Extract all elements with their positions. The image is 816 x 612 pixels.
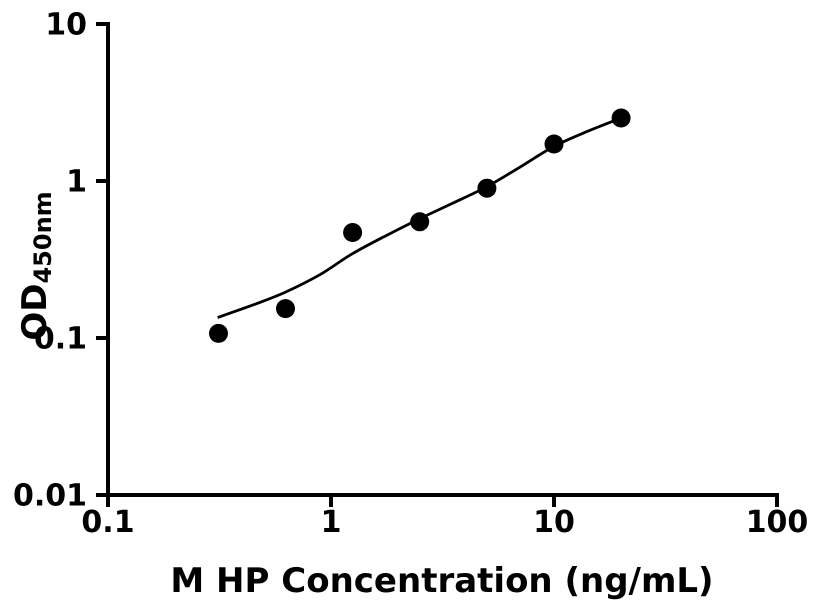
x-tick-label: 1	[321, 505, 342, 540]
y-tick-label: 0.1	[34, 322, 87, 357]
fit-curve	[217, 116, 622, 319]
y-tick-label: 1	[66, 165, 87, 200]
data-point	[209, 323, 228, 343]
x-axis-title: M HP Concentration (ng/mL)	[170, 561, 713, 601]
data-point	[276, 299, 295, 319]
y-axis-title-sub: 450nm	[29, 191, 57, 283]
x-tick-label: 0.1	[81, 505, 134, 540]
y-tick-label: 10	[45, 8, 87, 43]
data-point	[343, 223, 363, 242]
y-axis-title: OD450nm	[15, 191, 57, 340]
y-axis-title-main: OD	[15, 284, 55, 341]
y-tick-label: 0.01	[13, 479, 87, 514]
x-tick-label: 10	[533, 505, 575, 540]
x-tick-label: 100	[746, 505, 809, 540]
